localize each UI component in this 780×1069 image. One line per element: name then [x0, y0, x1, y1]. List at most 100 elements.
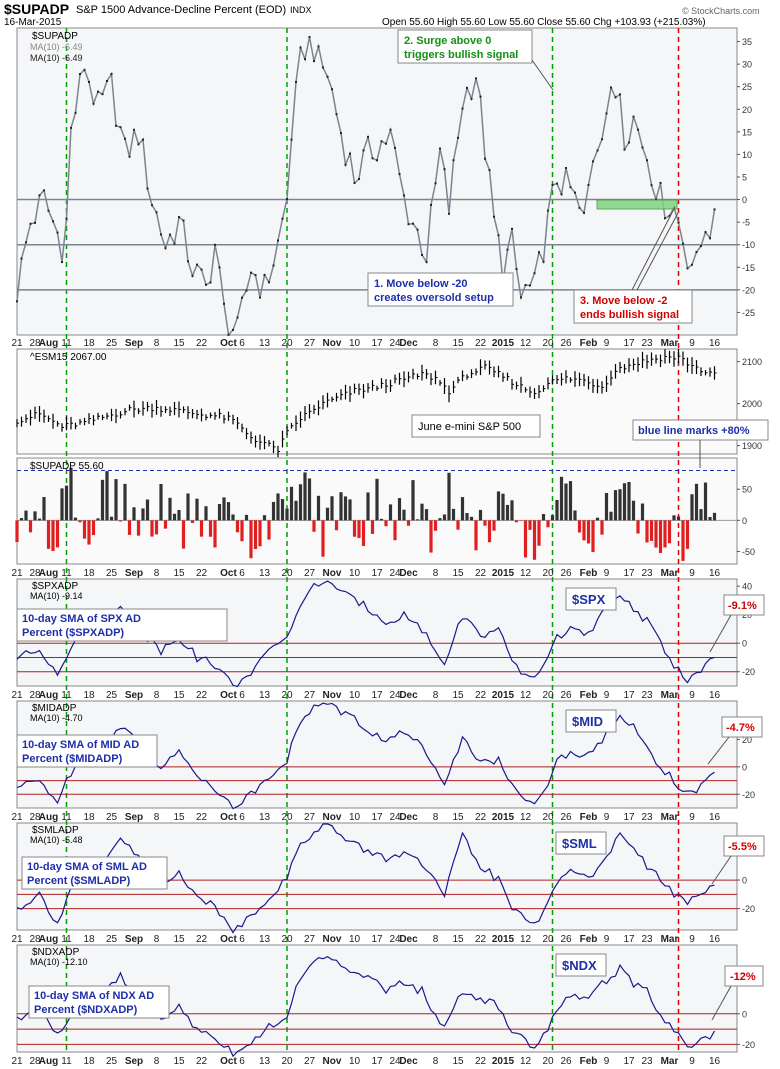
supbar-bar	[141, 508, 145, 521]
supbar-bar	[64, 485, 69, 521]
supadp-point	[389, 128, 392, 131]
supadp-point	[394, 146, 396, 149]
supadp-point	[70, 126, 72, 129]
x-tick-label: 22	[196, 568, 208, 579]
supbar-bar	[469, 516, 474, 521]
supbar-bar	[370, 520, 375, 534]
x-tick-label: 8	[154, 934, 160, 945]
x-tick-label: 13	[259, 934, 271, 945]
x-tick-label: 26	[560, 934, 572, 945]
annotation-oversold-line2: creates oversold setup	[374, 292, 494, 304]
x-tick-label: 25	[106, 338, 118, 349]
supadp-point	[605, 112, 608, 115]
supadp-point	[133, 128, 135, 131]
x-tick-label: 9	[604, 1056, 610, 1067]
x-tick-label: Dec	[399, 690, 418, 701]
supadp-point	[169, 233, 171, 236]
supbar-bar	[303, 472, 307, 521]
supadp-point	[79, 73, 81, 76]
supbar-bar	[91, 520, 96, 536]
mid-ytick-label: 20	[742, 735, 752, 745]
x-tick-label: Sep	[125, 568, 143, 579]
x-tick-label: 15	[452, 690, 464, 701]
supbar-bar	[645, 520, 649, 543]
supbar-bar	[100, 479, 105, 521]
supadp-point	[542, 260, 545, 263]
x-tick-label: 10	[349, 338, 361, 349]
supbar-bar	[676, 516, 681, 521]
supbar-bar	[348, 499, 352, 521]
x-tick-label: 11	[61, 690, 72, 701]
x-tick-label: 24	[389, 690, 401, 701]
supadp-point	[295, 81, 297, 84]
supadp-point	[574, 191, 576, 194]
supbar-bar	[433, 520, 438, 531]
x-tick-label: Aug	[39, 568, 58, 579]
supadp-line	[16, 36, 716, 337]
x-tick-label: 17	[371, 690, 383, 701]
supbar-ytick-label: -50	[742, 547, 755, 557]
supadp-point	[20, 257, 23, 260]
x-tick-label: Mar	[661, 812, 679, 823]
ndx-tag: $NDX	[555, 953, 607, 977]
x-tick-label: 20	[281, 934, 293, 945]
supadp-point	[299, 46, 302, 49]
supadp-point	[439, 147, 441, 150]
x-tick-label: 8	[433, 812, 439, 823]
supadp-point	[403, 194, 405, 197]
x-tick-label: 2015	[492, 1056, 515, 1067]
supadp-point	[16, 300, 18, 303]
supbar-bar	[114, 479, 118, 521]
blue-line-label: blue line marks +80%	[638, 425, 750, 437]
supadp-point	[664, 217, 666, 220]
x-tick-label: 11	[61, 568, 72, 579]
supbar-bar	[667, 520, 672, 544]
sml-panel-title: $SMLADP	[32, 825, 79, 836]
x-tick-label: 9	[689, 812, 695, 823]
x-tick-label: 28	[29, 568, 41, 579]
annotation-oversold: 1. Move below -20 creates oversold setup	[367, 272, 514, 307]
x-tick-label: Nov	[323, 568, 342, 579]
sml-tag-text: $SML	[562, 836, 597, 851]
supadp-point	[286, 198, 288, 201]
x-tick-label: 28	[29, 690, 41, 701]
supbar-bar	[163, 520, 168, 529]
supadp-point	[110, 72, 113, 75]
x-tick-label: 9	[604, 568, 610, 579]
supbar-bar	[73, 517, 78, 521]
supbar-bar	[582, 520, 586, 541]
x-tick-label: Aug	[39, 1056, 58, 1067]
x-tick-label: 8	[433, 568, 439, 579]
supadp-point	[137, 143, 140, 146]
ndx-info-box: 10-day SMA of NDX AD Percent ($NDXADP)	[28, 985, 170, 1019]
x-tick-label: 11	[61, 1056, 72, 1067]
x-tick-label: 9	[604, 812, 610, 823]
supadp-point	[610, 86, 612, 89]
mid-ytick-label: -20	[742, 790, 755, 800]
supbar-bar	[208, 520, 213, 537]
supbar-bar	[325, 507, 330, 521]
annotation-bullish-pointer	[531, 59, 554, 91]
x-tick-label: 16	[709, 338, 721, 349]
supbar-bar	[258, 520, 262, 547]
x-tick-label: 9	[689, 690, 695, 701]
supadp-legend-ma: MA(10) -6.49	[30, 42, 83, 52]
supadp-point	[443, 168, 446, 171]
x-tick-label: 10	[349, 568, 361, 579]
supbar-bar	[514, 520, 519, 523]
spx-info-line2: Percent ($SPXADP)	[22, 627, 124, 639]
annotation-end-pointer2	[636, 210, 680, 291]
annotation-end-line2: ends bullish signal	[580, 309, 679, 321]
x-tick-label: 12	[520, 1056, 532, 1067]
mid-ytick-label: 0	[742, 762, 747, 772]
x-tick-label: 18	[83, 690, 95, 701]
esm-ytick-label: 1900	[742, 441, 762, 451]
supbar-bar	[406, 520, 411, 526]
x-tick-label: 20	[542, 690, 554, 701]
x-tick-label: 20	[281, 1056, 293, 1067]
supadp-point	[637, 128, 639, 131]
x-tick-label: 15	[173, 690, 185, 701]
supadp-point	[457, 136, 459, 139]
supadp-ytick-label: 30	[742, 60, 752, 70]
esm-ytick-label: 2000	[742, 399, 762, 409]
